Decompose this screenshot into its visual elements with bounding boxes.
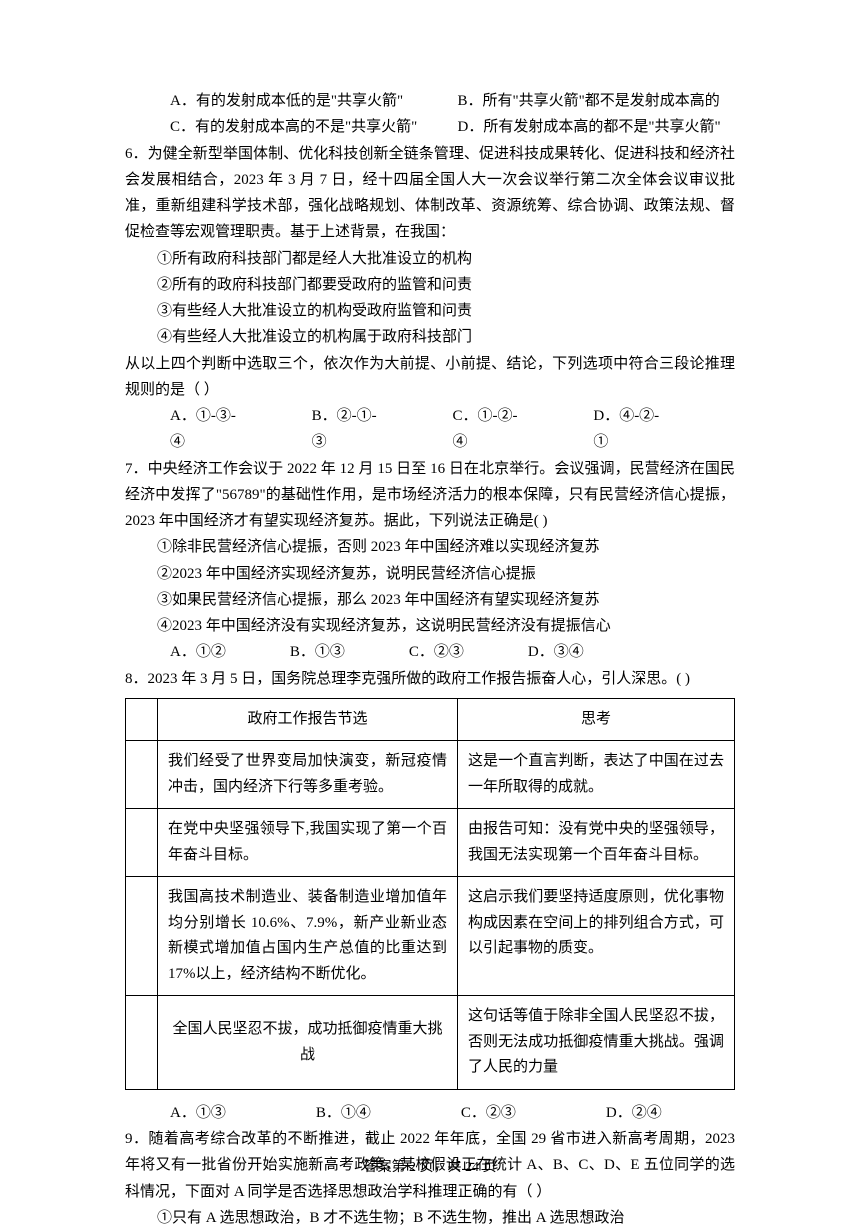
q8-r1l: 我们经受了世界变局加快演变，新冠疫情冲击，国内经济下行等多重考验。 [158,741,458,809]
q7-opt-b: B．①③ [290,639,345,665]
q7-stem: 7．中央经济工作会议于 2022 年 12 月 15 日至 16 日在北京举行。… [125,456,735,535]
q6-stem: 6．为健全新型举国体制、优化科技创新全链条管理、促进科技成果转化、促进科技和经济… [125,141,735,246]
q5-opt-d: D．所有发射成本高的都不是"共享火箭" [458,114,736,140]
q6-opt-a: A．①-③-④ [170,403,248,456]
q8-opt-c: C．②③ [461,1100,516,1126]
q8-r2-num [126,809,158,877]
q6-s4: ④有些经人大批准设立的机构属于政府科技部门 [125,324,735,350]
q8-r1-num [126,741,158,809]
q5-options-2: C．有的发射成本高的不是"共享火箭" D．所有发射成本高的都不是"共享火箭" [125,114,735,140]
q8-r4-num [126,996,158,1090]
q8-th2: 思考 [458,698,735,741]
q8-r2r: 由报告可知：没有党中央的坚强领导，我国无法实现第一个百年奋斗目标。 [458,809,735,877]
q7-options: A．①② B．①③ C．②③ D．③④ [125,639,735,665]
q9-s1: ①只有 A 选思想政治，B 才不选生物；B 不选生物，推出 A 选思想政治 [125,1205,735,1231]
q8-opt-d: D．②④ [606,1100,662,1126]
q6-ask: 从以上四个判断中选取三个，依次作为大前提、小前提、结论，下列选项中符合三段论推理… [125,351,735,404]
q5-options: A．有的发射成本低的是"共享火箭" B．所有"共享火箭"都不是发射成本高的 [125,88,735,114]
q8-r3r: 这启示我们要坚持适度原则，优化事物构成因素在空间上的排列组合方式，可以引起事物的… [458,877,735,996]
q8-r2l: 在党中央坚强领导下,我国实现了第一个百年奋斗目标。 [158,809,458,877]
q8-stem: 8．2023 年 3 月 5 日，国务院总理李克强所做的政府工作报告振奋人心，引… [125,666,735,692]
q8-options: A．①③ B．①④ C．②③ D．②④ [125,1100,735,1126]
q8-th-blank [126,698,158,741]
q8-r1r: 这是一个直言判断，表达了中国在过去一年所取得的成就。 [458,741,735,809]
q7-opt-c: C．②③ [409,639,464,665]
q6-opt-c: C．①-②-④ [453,403,530,456]
q7-opt-d: D．③④ [528,639,584,665]
q6-s2: ②所有的政府科技部门都要受政府的监管和问责 [125,272,735,298]
q7-s4: ④2023 年中国经济没有实现经济复苏，这说明民营经济没有提振信心 [125,613,735,639]
q5-opt-b: B．所有"共享火箭"都不是发射成本高的 [458,88,736,114]
q5-opt-c: C．有的发射成本高的不是"共享火箭" [170,114,448,140]
q8-r4r: 这句话等值于除非全国人民坚忍不拔，否则无法成功抵御疫情重大挑战。强调了人民的力量 [458,996,735,1090]
q8-r3-num [126,877,158,996]
q5-opt-a: A．有的发射成本低的是"共享火箭" [170,88,448,114]
q6-s3: ③有些经人大批准设立的机构受政府监管和问责 [125,298,735,324]
q7-s1: ①除非民营经济信心提振，否则 2023 年中国经济难以实现经济复苏 [125,534,735,560]
page-footer: 答案第 2 页，共 24 页 [0,1156,860,1181]
q7-opt-a: A．①② [170,639,226,665]
q8-th1: 政府工作报告节选 [158,698,458,741]
q7-s2: ②2023 年中国经济实现经济复苏，说明民营经济信心提振 [125,561,735,587]
q8-table: 政府工作报告节选 思考 我们经受了世界变局加快演变，新冠疫情冲击，国内经济下行等… [125,698,735,1090]
q8-r3l: 我国高技术制造业、装备制造业增加值年均分别增长 10.6%、7.9%，新产业新业… [158,877,458,996]
q7-s3: ③如果民营经济信心提振，那么 2023 年中国经济有望实现经济复苏 [125,587,735,613]
q6-opt-b: B．②-①-③ [312,403,389,456]
q6-options: A．①-③-④ B．②-①-③ C．①-②-④ D．④-②-① [125,403,735,456]
q6-opt-d: D．④-②-① [593,403,671,456]
q6-s1: ①所有政府科技部门都是经人大批准设立的机构 [125,246,735,272]
q8-opt-b: B．①④ [316,1100,371,1126]
q8-opt-a: A．①③ [170,1100,226,1126]
q8-r4l: 全国人民坚忍不拔，成功抵御疫情重大挑战 [158,996,458,1090]
